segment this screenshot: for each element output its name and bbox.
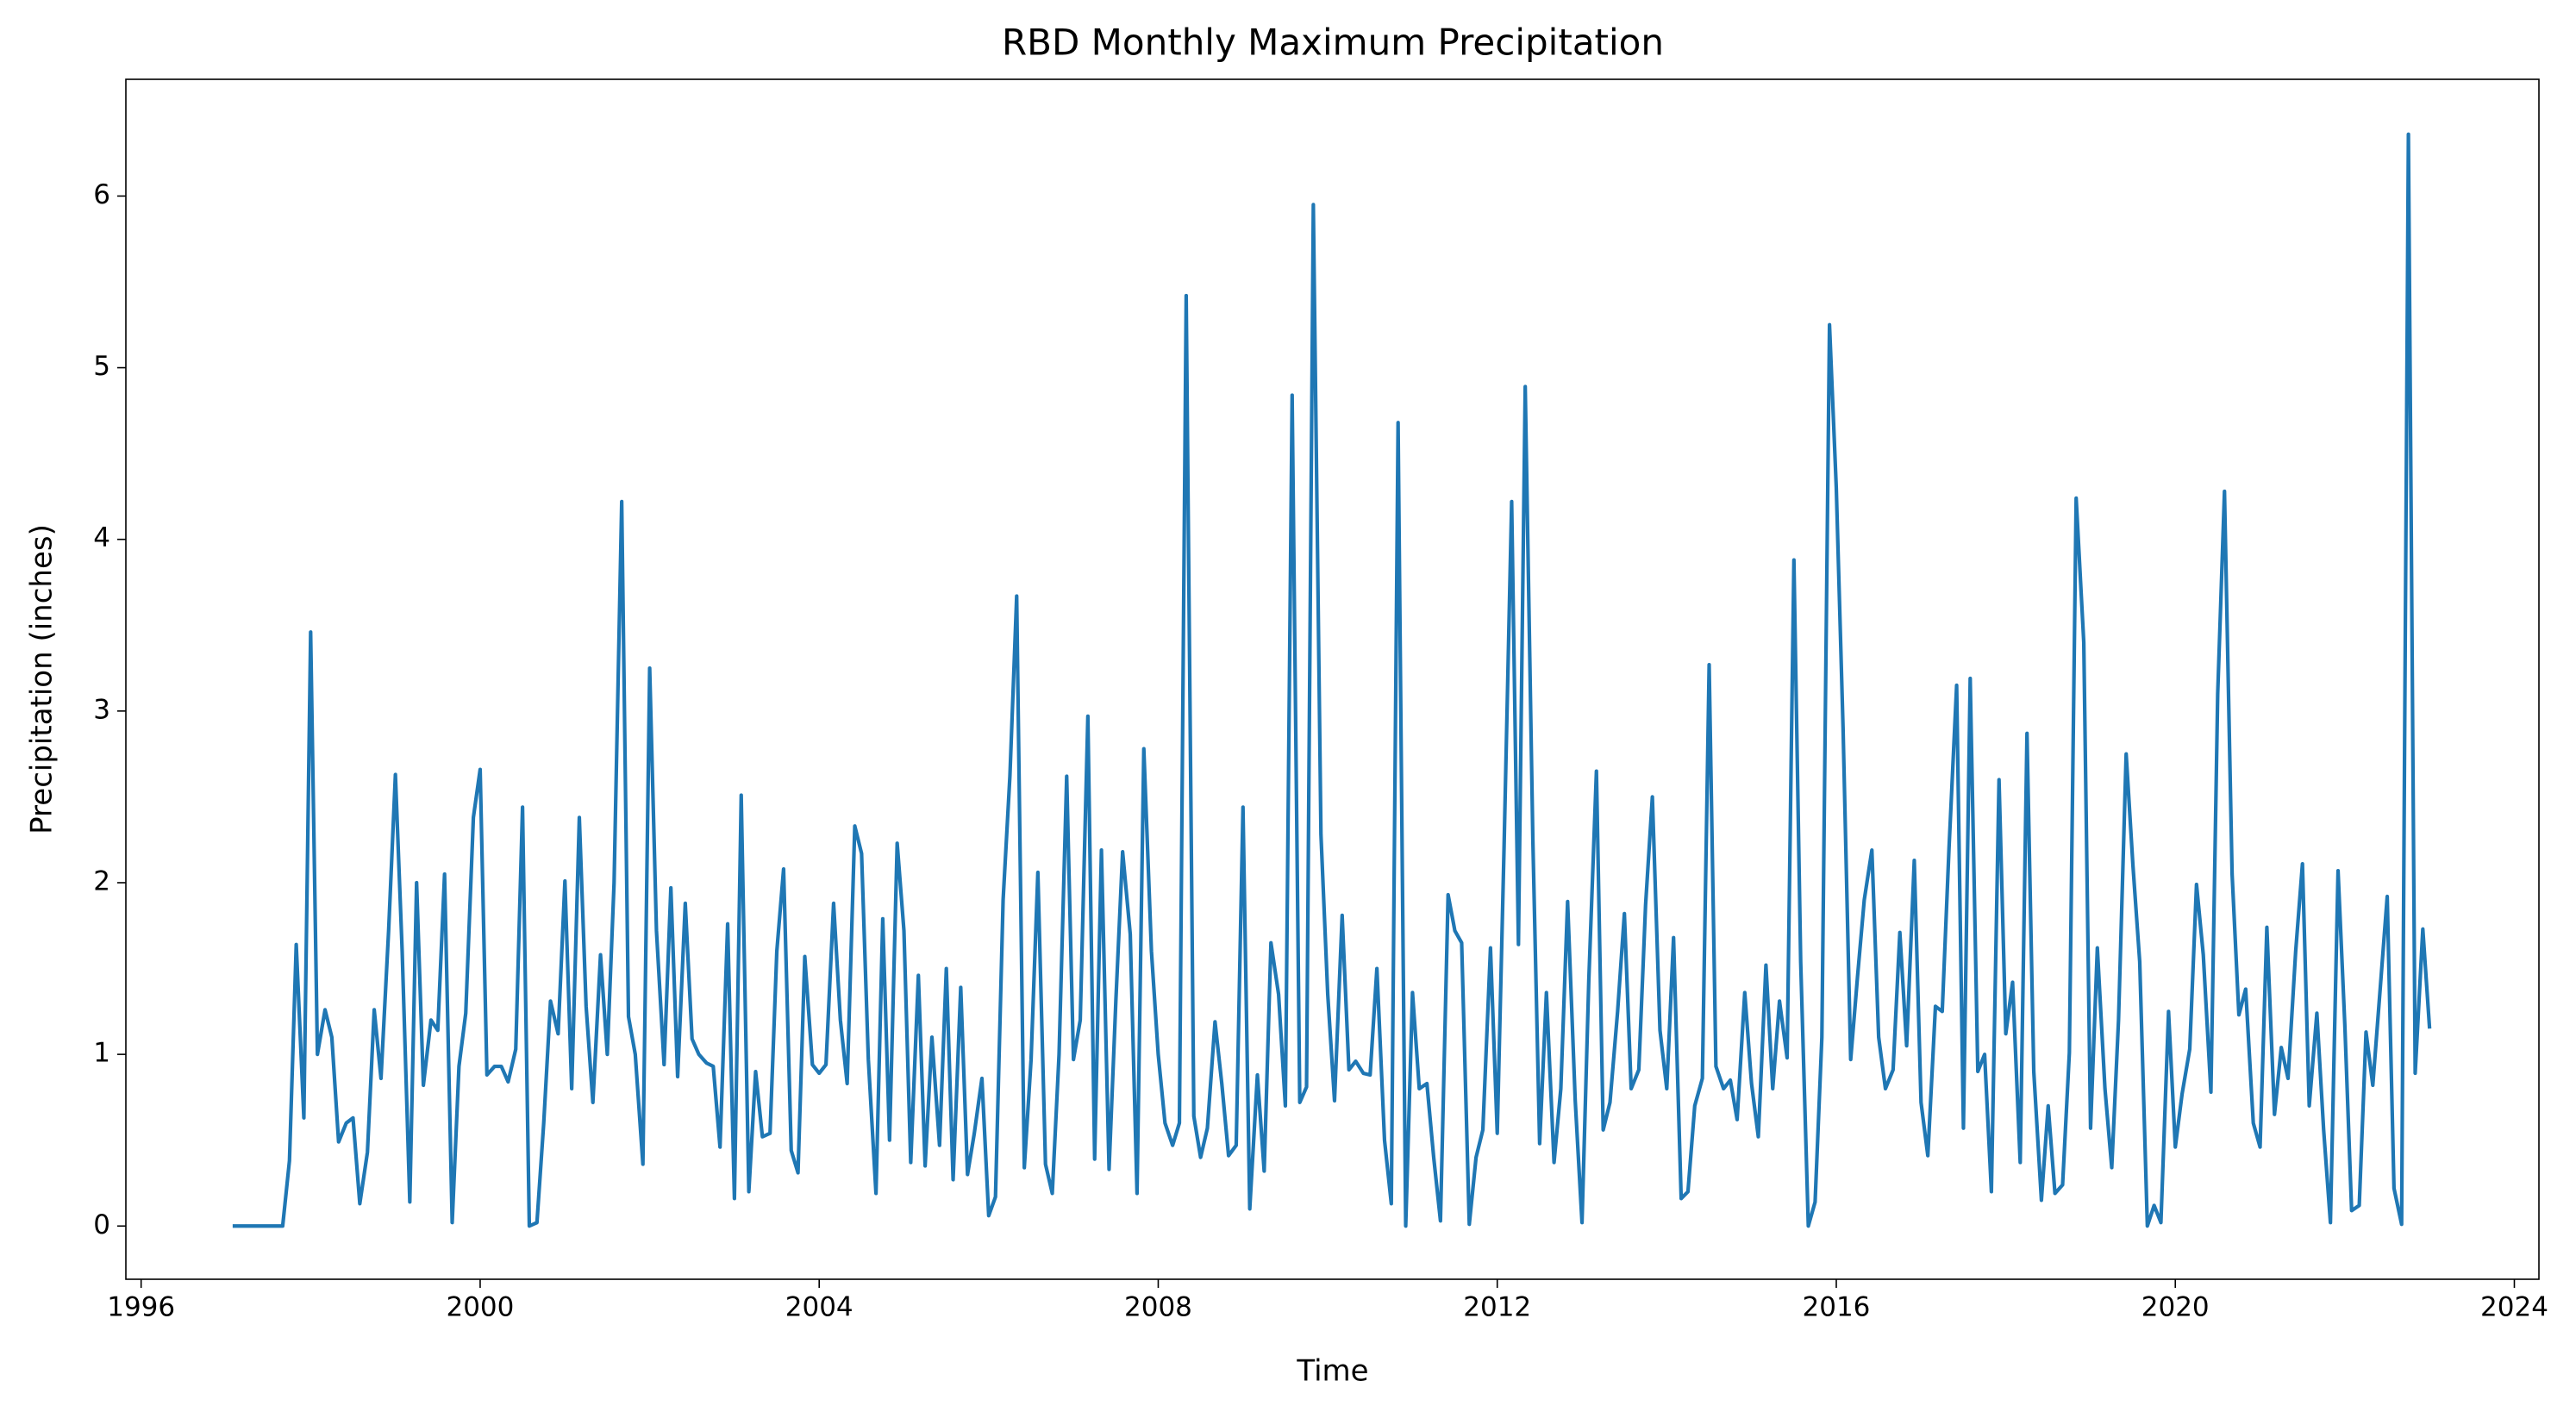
x-tick-label: 2000 [446, 1292, 514, 1323]
x-axis-label: Time [1296, 1354, 1368, 1389]
data-line [232, 132, 2432, 1228]
x-tick-label: 2008 [1124, 1292, 1192, 1323]
y-tick-label: 1 [93, 1038, 110, 1069]
x-tick-label: 1996 [107, 1292, 175, 1323]
y-tick-label: 0 [93, 1209, 110, 1240]
y-axis-label: Precipitation (inches) [25, 524, 59, 834]
y-tick-label: 4 [93, 522, 110, 553]
y-tick-label: 3 [93, 694, 110, 725]
y-tick-label: 6 [93, 179, 110, 210]
y-tick-label: 2 [93, 865, 110, 897]
plot-frame [125, 78, 2540, 1280]
chart-title: RBD Monthly Maximum Precipitation [1002, 22, 1664, 64]
x-tick-label: 2024 [2480, 1292, 2548, 1323]
x-tick-label: 2004 [785, 1292, 853, 1323]
x-tick-label: 2016 [1803, 1292, 1871, 1323]
x-tick-label: 2020 [2141, 1292, 2210, 1323]
y-tick-label: 5 [93, 351, 110, 382]
x-tick-label: 2012 [1463, 1292, 1531, 1323]
